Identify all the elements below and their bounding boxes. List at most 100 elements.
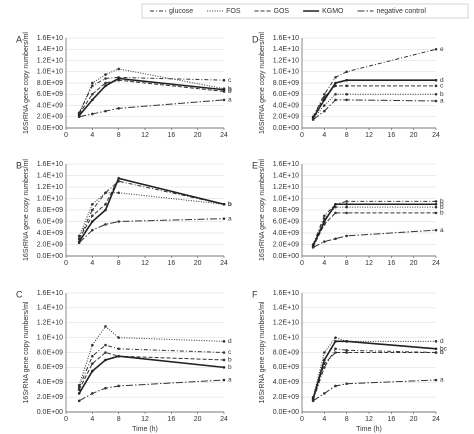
data-point [91,220,94,223]
end-label: d [228,338,232,345]
legend-frame [141,3,469,19]
end-label: b [228,201,232,208]
data-point [104,77,107,80]
x-tick-label: 12 [365,416,373,423]
data-point [77,399,81,403]
data-point [323,220,326,223]
data-point [117,347,120,351]
x-tick-label: 12 [141,260,149,267]
y-tick-label: 0.0E+00 [37,253,63,260]
data-point [345,351,348,354]
x-tick-label: 24 [432,416,440,423]
data-point [334,384,337,388]
data-point [77,388,81,391]
end-label: b [228,357,232,364]
y-tick-label: 2.0E+09 [37,241,63,248]
y-tick-label: 1.2E+10 [37,57,63,64]
y-tick-label: 2.0E+09 [273,241,299,248]
series-line [78,177,225,239]
x-tick-label: 8 [345,416,349,423]
data-point [323,98,326,102]
data-point [104,84,107,88]
data-point [345,348,348,352]
x-tick-label: 4 [322,132,326,139]
data-point [77,234,81,238]
data-point [345,382,348,386]
data-point [91,362,94,365]
series-line [312,379,437,402]
end-label: b [440,349,444,356]
data-point [117,67,120,71]
data-point [117,336,120,339]
y-tick-label: 1.2E+10 [37,320,63,327]
data-point [323,351,326,354]
y-tick-label: 1.0E+10 [273,195,299,202]
end-label: b [228,201,232,208]
legend-label: glucose [169,8,193,15]
y-tick-label: 4.0E+09 [37,379,63,386]
end-label: b [228,364,232,371]
data-point [434,205,438,209]
y-tick-label: 1.2E+10 [273,57,299,64]
y-tick-label: 8.0E+09 [273,80,299,87]
x-tick-label: 8 [117,416,121,423]
y-tick-label: 1.6E+10 [273,161,299,168]
y-tick-label: 2.0E+09 [37,394,63,401]
y-tick-label: 1.4E+10 [37,46,63,53]
end-label: d [440,338,444,345]
data-point [345,200,348,203]
x-tick-label: 12 [365,132,373,139]
data-point [77,115,81,119]
y-tick-label: 1.4E+10 [273,305,299,312]
end-label: c [440,83,444,90]
x-tick-label: 16 [167,416,175,423]
data-point [104,358,107,362]
end-label: a [228,97,232,104]
x-tick-label: 20 [194,416,202,423]
data-point [334,211,337,215]
x-tick-label: 24 [432,132,440,139]
end-label: d [440,77,444,84]
data-point [117,77,120,80]
legend-label: GOS [274,8,290,15]
x-tick-label: 16 [167,132,175,139]
series-line [78,379,225,402]
x-tick-label: 20 [410,416,418,423]
end-label: a [440,227,444,234]
end-label: b [228,88,232,95]
x-tick-label: 4 [90,416,94,423]
y-axis-label: 16SrRNA gene copy numbers/ml [23,159,30,261]
data-point [91,112,94,116]
data-point [222,88,226,92]
data-point [334,81,337,85]
end-label: a [228,377,232,384]
series-line [78,79,225,115]
y-tick-label: 0.0E+00 [273,253,299,260]
series-line [312,229,437,248]
panel: 0.0E+00 2.0E+09 4.0E+09 6.0E+09 8.0E+09 1.0E+… [252,159,444,267]
data-point [334,76,337,79]
end-label: c [228,77,232,84]
y-axis-label: 16SrRNA gene copy numbers/ml [259,32,266,134]
data-point [104,81,107,85]
y-tick-label: 1.0E+10 [37,195,63,202]
data-point [311,399,315,403]
data-point [434,84,438,88]
data-point [222,351,226,354]
x-tick-label: 0 [300,132,304,139]
x-tick-label: 16 [167,260,175,267]
data-point [323,214,326,218]
y-tick-label: 8.0E+09 [37,349,63,356]
data-point [104,351,107,354]
data-point [345,70,348,74]
data-point [434,47,438,51]
data-point [334,98,337,102]
y-tick-label: 1.6E+10 [37,290,63,297]
x-tick-label: 24 [432,260,440,267]
end-label: a [440,377,444,384]
data-point [91,214,94,218]
y-tick-label: 1.2E+10 [273,184,299,191]
x-axis-label: Time (h) [132,426,158,433]
series-line [312,200,436,245]
